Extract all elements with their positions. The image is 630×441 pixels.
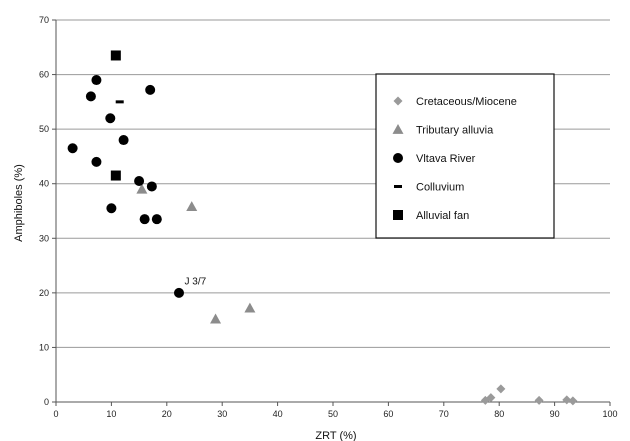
x-tick-label: 70 (439, 409, 449, 419)
data-point-tributary-alluvia (136, 183, 148, 194)
data-point-vltava-river (151, 214, 162, 225)
data-point-cretaceous-miocene (562, 395, 572, 405)
data-point-tributary-alluvia (186, 201, 198, 212)
data-point-vltava-river (106, 203, 117, 214)
x-tick-label: 80 (494, 409, 504, 419)
y-axis-label: Amphiboles (%) (13, 164, 25, 242)
x-tick-label: 60 (383, 409, 393, 419)
data-point-vltava-river (145, 84, 156, 95)
data-point-tributary-alluvia (210, 313, 222, 324)
data-point-vltava-river (105, 113, 116, 124)
data-point-vltava-river (146, 181, 157, 192)
x-tick-label: 0 (53, 409, 58, 419)
y-tick-label: 70 (39, 15, 49, 25)
y-tick-label: 60 (39, 70, 49, 80)
data-point-vltava-river (67, 143, 78, 154)
legend-marker (393, 96, 403, 106)
y-tick-label: 10 (39, 342, 49, 352)
y-tick-labels: 0 10 20 30 40 50 60 70 (39, 15, 49, 407)
legend: Cretaceous/Miocene Tributary alluvia Vltav… (375, 73, 555, 239)
legend-marker (393, 210, 403, 220)
annotation-label: J 3/7 (185, 277, 207, 288)
data-points (67, 50, 578, 406)
legend-box (375, 73, 555, 239)
y-tick-label: 40 (39, 179, 49, 189)
x-tick-labels: 0 10 20 30 40 50 60 70 80 90 100 (53, 409, 617, 419)
y-tick-label: 30 (39, 233, 49, 243)
data-point-colluvium (115, 100, 124, 104)
legend-marker (392, 124, 404, 134)
data-point-cretaceous-miocene (534, 395, 544, 405)
data-point-vltava-river (91, 156, 102, 167)
x-axis-label: ZRT (%) (315, 430, 356, 441)
x-tick-label: 50 (328, 409, 338, 419)
data-point-vltava-river (173, 287, 184, 298)
data-point-vltava-river (139, 214, 150, 225)
data-point-alluvial-fan (110, 170, 121, 181)
data-point-vltava-river (91, 75, 102, 86)
data-point-cretaceous-miocene (486, 393, 496, 403)
x-tick-label: 20 (162, 409, 172, 419)
annotations: J 3/7 (185, 277, 207, 288)
data-point-vltava-river (134, 175, 145, 186)
x-tick-label: 30 (217, 409, 227, 419)
y-tick-label: 20 (39, 288, 49, 298)
legend-label: Vltava River (416, 153, 476, 165)
y-tick-label: 0 (44, 397, 49, 407)
x-tick-label: 90 (550, 409, 560, 419)
data-point-vltava-river (85, 91, 96, 102)
data-point-vltava-river (118, 135, 129, 146)
legend-label: Colluvium (416, 182, 464, 194)
legend-marker (394, 185, 402, 188)
legend-label: Alluvial fan (416, 210, 469, 222)
data-point-alluvial-fan (110, 50, 121, 61)
data-point-tributary-alluvia (244, 302, 256, 313)
legend-marker (393, 153, 403, 163)
legend-label: Cretaceous/Miocene (416, 96, 517, 108)
data-point-cretaceous-miocene (568, 396, 578, 406)
data-point-cretaceous-miocene (496, 384, 506, 394)
x-tick-label: 40 (273, 409, 283, 419)
x-tick-label: 10 (106, 409, 116, 419)
x-tick-label: 100 (602, 409, 617, 419)
axes (52, 19, 611, 406)
legend-label: Tributary alluvia (416, 125, 494, 137)
y-tick-label: 50 (39, 124, 49, 134)
